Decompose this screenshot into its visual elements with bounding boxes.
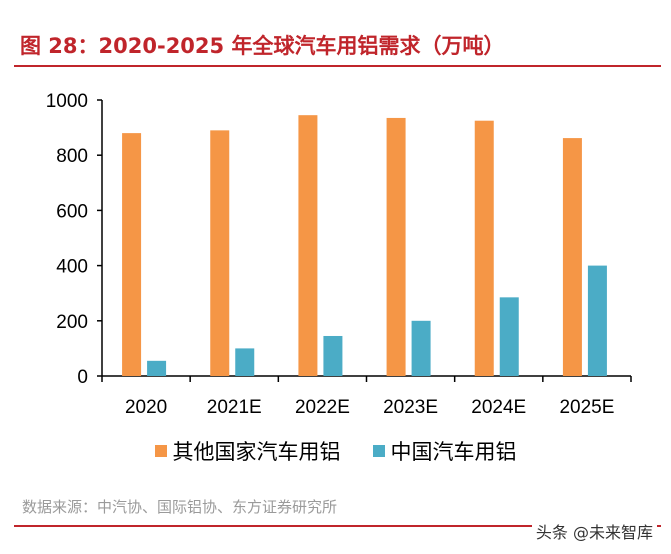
watermark: 头条 @未来智库 [531,519,657,543]
footer-divider [14,525,661,527]
legend-label-china: 中国汽车用铝 [390,440,517,464]
x-tick-label: 2025E [559,397,614,418]
bar-china [147,360,167,376]
x-tick-label: 2024E [471,397,526,418]
bar-china [323,335,343,376]
legend-item-other: 其他国家汽车用铝 [154,436,341,466]
x-tick-label: 2021E [207,397,262,418]
x-tick-label: 2023E [383,397,438,418]
legend-item-china: 中国汽车用铝 [372,436,517,466]
title-divider [14,65,661,67]
y-tick-label: 200 [56,312,88,333]
x-tick-label: 2020 [125,397,167,418]
bar-other [474,120,494,376]
legend-swatch-other [154,445,167,457]
bar-other [210,130,230,376]
bar-other [562,138,582,376]
bar-china [411,320,431,376]
chart-title: 图 28：2020-2025 年全球汽车用铝需求（万吨） [20,34,505,58]
y-tick-label: 600 [56,201,88,222]
legend: 其他国家汽车用铝 中国汽车用铝 [0,436,671,466]
bar-other [298,115,318,377]
y-tick-label: 400 [56,257,88,278]
source-note: 数据来源：中汽协、国际铝协、东方证券研究所 [22,498,338,516]
legend-swatch-china [372,445,385,457]
bar-china [587,265,607,376]
bar-china [235,348,255,376]
bar-other [122,133,142,376]
bar-other [386,117,406,376]
x-tick-label: 2022E [295,397,350,418]
y-tick-label: 800 [56,146,88,167]
y-tick-label: 0 [77,367,88,388]
bar-china [499,297,519,376]
y-tick-label: 1000 [46,91,88,112]
legend-label-other: 其他国家汽车用铝 [172,440,341,464]
